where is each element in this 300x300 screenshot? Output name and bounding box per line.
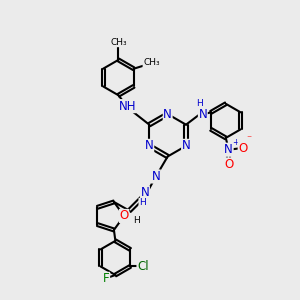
Text: Cl: Cl xyxy=(137,260,149,273)
Text: CH₃: CH₃ xyxy=(143,58,160,67)
Text: NH: NH xyxy=(118,100,136,112)
Text: H: H xyxy=(139,198,145,207)
Text: O: O xyxy=(119,209,129,223)
Text: H: H xyxy=(133,216,140,225)
Text: F: F xyxy=(103,272,110,285)
Text: CH₃: CH₃ xyxy=(110,38,127,47)
Text: H: H xyxy=(196,99,203,108)
Text: N: N xyxy=(141,187,149,200)
Text: O: O xyxy=(224,158,233,171)
Text: N: N xyxy=(145,140,154,152)
Text: O: O xyxy=(238,142,248,155)
Text: N: N xyxy=(152,170,160,183)
Text: ⁻: ⁻ xyxy=(247,135,252,145)
Text: N: N xyxy=(224,143,233,156)
Text: +: + xyxy=(232,138,238,147)
Text: N: N xyxy=(198,108,207,121)
Text: N: N xyxy=(163,108,172,121)
Text: N: N xyxy=(182,140,190,152)
